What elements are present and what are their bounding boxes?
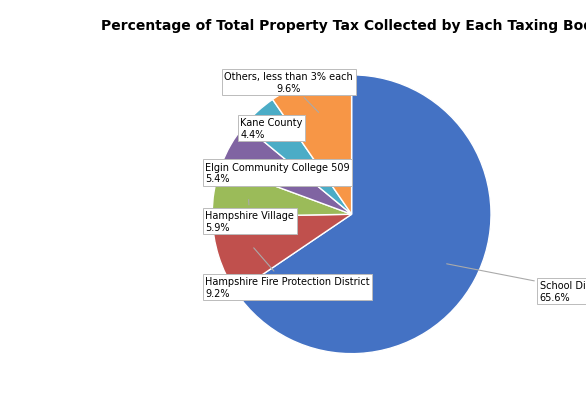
Text: School District 300
65.6%: School District 300 65.6% [447,264,586,302]
Wedge shape [212,215,352,292]
Text: Kane County
4.4%: Kane County 4.4% [240,118,302,139]
Wedge shape [212,166,352,217]
Text: Others, less than 3% each
9.6%: Others, less than 3% each 9.6% [224,72,353,113]
Text: Hampshire Village
5.9%: Hampshire Village 5.9% [205,200,294,232]
Text: Elgin Community College 509
5.4%: Elgin Community College 509 5.4% [205,162,350,184]
Title: Percentage of Total Property Tax Collected by Each Taxing Body: Percentage of Total Property Tax Collect… [101,19,586,33]
Wedge shape [221,126,352,215]
Wedge shape [236,76,491,354]
Wedge shape [244,100,352,215]
Wedge shape [272,76,352,215]
Text: Hampshire Fire Protection District
9.2%: Hampshire Fire Protection District 9.2% [205,248,370,298]
